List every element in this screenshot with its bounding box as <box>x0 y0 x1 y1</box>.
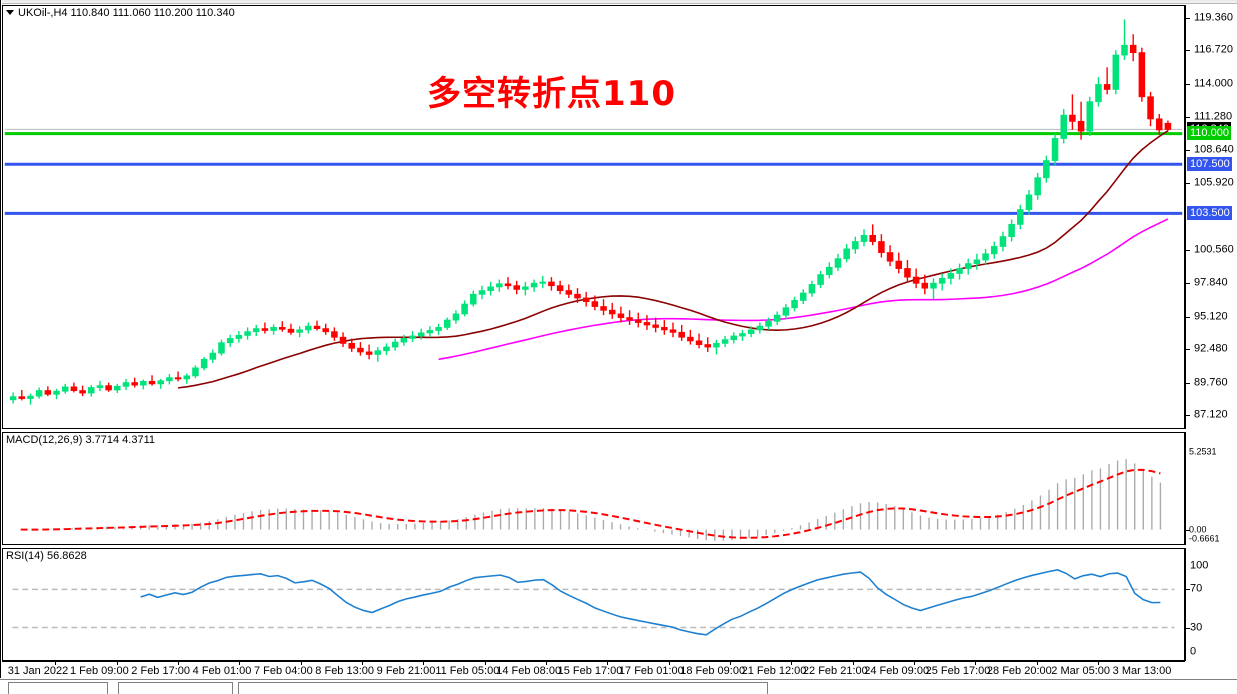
time-axis-label: 1 Feb 09:00 <box>69 665 129 677</box>
taskbar-tab[interactable] <box>118 682 233 694</box>
time-axis-tick <box>484 662 486 665</box>
rsi-label: RSI(14) 56.8628 <box>6 550 87 562</box>
time-axis-label: 22 Feb 21:00 <box>802 665 868 677</box>
time-axis-label: 11 Feb 05:00 <box>435 665 500 677</box>
time-axis-label: 31 Jan 2022 <box>7 665 69 677</box>
time-axis-tick <box>975 662 977 665</box>
price-tick-label: 114.000 <box>1194 77 1233 90</box>
time-axis-label: 24 Feb 09:00 <box>864 665 930 677</box>
price-tick-label: 119.360 <box>1194 11 1233 24</box>
price-tick-mark <box>1186 149 1190 151</box>
rsi-tick-mark <box>1186 589 1190 591</box>
price-tick-mark <box>1186 249 1190 251</box>
rsi-tick-label: 0 <box>1190 645 1197 658</box>
rsi-tick-label: 30 <box>1190 621 1203 634</box>
time-axis-tick <box>116 662 118 665</box>
window-left-edge <box>0 0 2 678</box>
price-tick-mark <box>1186 283 1190 285</box>
time-axis-tick <box>362 662 363 665</box>
rsi-tick-mark <box>1186 627 1190 629</box>
time-axis-tick <box>55 662 57 665</box>
price-tick-label: 111.280 <box>1194 110 1233 123</box>
time-axis-label: 25 Feb 17:00 <box>925 665 991 677</box>
time-axis-label: 17 Feb 01:00 <box>618 665 684 677</box>
macd-scale[interactable]: 5.2531 0.00 -0.6661 <box>1185 432 1237 545</box>
price-tick-mark <box>1186 415 1190 417</box>
price-tick-mark <box>1186 316 1190 318</box>
window-top-strip <box>0 0 1237 4</box>
price-tick-mark <box>1186 349 1190 351</box>
price-tick-mark <box>1186 117 1190 119</box>
macd-tick-label: 0.00 <box>1189 524 1207 535</box>
macd-tick-label: -0.6661 <box>1189 533 1220 544</box>
time-axis-label: 15 Feb 17:00 <box>557 665 623 677</box>
macd-label: MACD(12,26,9) 3.7714 4.3711 <box>6 434 155 446</box>
time-axis-label: 4 Feb 01:00 <box>192 665 252 677</box>
taskbar-tab[interactable] <box>8 682 108 694</box>
price-tick-label: 116.720 <box>1194 43 1233 56</box>
time-axis-tick <box>607 662 609 665</box>
price-tick-label: 105.920 <box>1194 176 1234 189</box>
macd-indicator-pane[interactable]: MACD(12,26,9) 3.7714 4.3711 <box>2 432 1185 545</box>
time-axis-label: 21 Feb 12:00 <box>741 665 807 677</box>
macd-plot-canvas <box>20 459 1162 541</box>
price-tick-mark <box>1186 50 1190 52</box>
time-axis-tick <box>1036 662 1038 665</box>
time-axis-tick <box>668 662 670 665</box>
time-axis-tick <box>730 662 731 665</box>
price-level-badge[interactable]: 103.500 <box>1187 206 1232 221</box>
price-chart-pane[interactable]: UKOil-,H4 110.840 111.060 110.200 110.34… <box>2 5 1185 429</box>
time-axis-label: 28 Feb 20:00 <box>986 665 1052 677</box>
macd-zero-tick <box>1186 530 1190 532</box>
rsi-tick-label: 70 <box>1190 582 1203 595</box>
rsi-plot-canvas <box>12 569 1175 636</box>
price-tick-label: 97.840 <box>1194 276 1228 289</box>
price-tick-mark <box>1186 83 1190 85</box>
symbol-period-label[interactable]: UKOil-,H4 110.840 111.060 110.200 110.34… <box>6 7 235 19</box>
chart-annotation-text: 多空转折点110 <box>427 74 676 114</box>
price-level-badge[interactable]: 110.000 <box>1187 126 1231 141</box>
time-axis-tick <box>300 662 302 665</box>
time-axis-tick <box>852 662 854 665</box>
price-tick-mark <box>1186 382 1190 384</box>
time-axis-label: 14 Feb 08:00 <box>496 665 562 677</box>
time-axis-tick <box>1098 662 1099 665</box>
time-axis-label: 18 Feb 09:00 <box>680 665 746 677</box>
price-tick-label: 95.120 <box>1194 310 1228 323</box>
time-axis-label: 2 Feb 17:00 <box>131 665 191 677</box>
price-tick-label: 89.760 <box>1194 376 1228 389</box>
time-axis-tick <box>914 662 915 665</box>
price-tick-mark <box>1186 17 1190 19</box>
macd-tick-label: 5.2531 <box>1189 446 1217 457</box>
time-axis-tick <box>546 662 547 665</box>
rsi-tick-label: 100 <box>1190 559 1209 572</box>
price-tick-label: 100.560 <box>1194 243 1234 256</box>
symbol-ohlc-text: UKOil-,H4 110.840 111.060 110.200 110.34… <box>18 7 235 19</box>
taskbar[interactable] <box>0 679 1237 694</box>
price-tick-label: 87.120 <box>1194 408 1228 421</box>
price-tick-label: 92.480 <box>1194 342 1228 355</box>
time-axis-tick <box>178 662 179 665</box>
price-tick-mark <box>1186 183 1190 185</box>
rsi-scale[interactable]: 100 70 30 0 <box>1185 548 1237 661</box>
time-axis[interactable]: 31 Jan 2022 1 Feb 09:00 2 Feb 17:00 4 Feb 0… <box>2 661 1185 678</box>
taskbar-tab[interactable] <box>238 682 768 694</box>
price-scale[interactable]: 119.360 116.720 114.000 111.280 108.640 105.9… <box>1185 5 1237 429</box>
price-level-badge[interactable]: 107.500 <box>1187 157 1232 171</box>
time-axis-tick <box>791 662 793 665</box>
time-axis-tick <box>423 662 425 665</box>
time-axis-label: 3 Mar 13:00 <box>1112 665 1172 677</box>
time-axis-label: 8 Feb 13:00 <box>315 665 375 677</box>
price-tick-label: 108.640 <box>1194 143 1234 156</box>
price-plot-canvas <box>4 19 1183 405</box>
time-axis-label: 7 Feb 04:00 <box>253 665 313 677</box>
chevron-down-icon[interactable] <box>6 9 14 15</box>
time-axis-tick <box>239 662 241 665</box>
time-axis-label: 2 Mar 05:00 <box>1051 665 1111 677</box>
time-axis-label: 9 Feb 21:00 <box>376 665 436 677</box>
rsi-indicator-pane[interactable]: RSI(14) 56.8628 <box>2 548 1185 661</box>
